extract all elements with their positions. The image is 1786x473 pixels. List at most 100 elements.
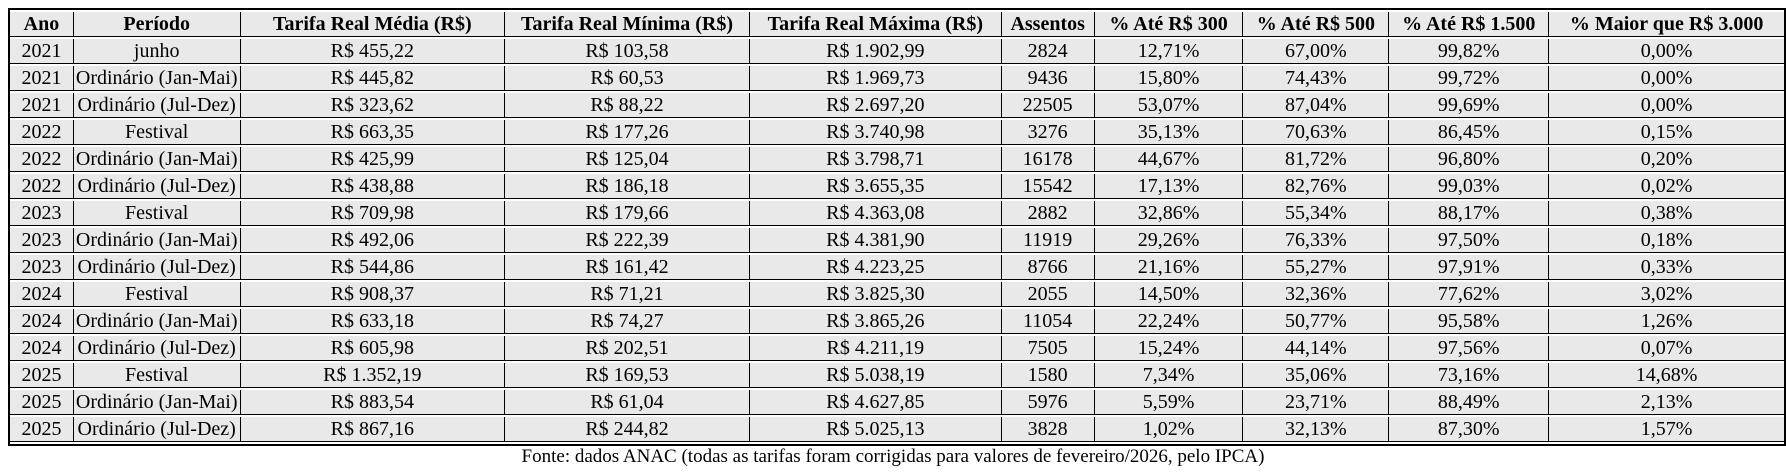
table-row: 2021 Ordinário (Jul-Dez) R$ 323,62 R$ 88,22… <box>10 93 1784 118</box>
table-cell: Ordinário (Jan-Mai) <box>73 390 241 415</box>
table-cell: 23,71% <box>1243 390 1390 415</box>
table-cell: R$ 323,62 <box>240 93 506 118</box>
table-cell: 2022 <box>10 147 74 172</box>
table-cell: Festival <box>73 120 241 145</box>
table-cell: 32,36% <box>1243 282 1390 307</box>
table-cell: 0,07% <box>1549 336 1784 361</box>
table-cell: 5976 <box>1001 390 1095 415</box>
column-header: Tarifa Real Máxima (R$) <box>749 12 1002 37</box>
table-cell: R$ 883,54 <box>240 390 506 415</box>
table-cell: R$ 709,98 <box>240 201 506 226</box>
table-cell: 0,00% <box>1549 93 1784 118</box>
table-cell: Ordinário (Jan-Mai) <box>73 228 241 253</box>
column-header: Ano <box>10 12 74 37</box>
column-header: % Até R$ 1.500 <box>1389 12 1550 37</box>
table-cell: 22505 <box>1001 93 1095 118</box>
table-cell: 14,50% <box>1094 282 1244 307</box>
table-cell: R$ 492,06 <box>240 228 506 253</box>
table-row: 2023 Festival R$ 709,98 R$ 179,66 R$ 4.363,0… <box>10 201 1784 226</box>
table-cell: 11919 <box>1001 228 1095 253</box>
table-cell: 0,20% <box>1549 147 1784 172</box>
table-cell: R$ 633,18 <box>240 309 506 334</box>
table-cell: 50,77% <box>1243 309 1390 334</box>
table-cell: R$ 3.740,98 <box>749 120 1002 145</box>
table-cell: 99,03% <box>1389 174 1550 199</box>
table-cell: R$ 202,51 <box>505 336 750 361</box>
column-header: Período <box>73 12 241 37</box>
table-cell: Ordinário (Jul-Dez) <box>73 255 241 280</box>
table-cell: R$ 1.352,19 <box>240 363 506 388</box>
table-cell: 5,59% <box>1094 390 1244 415</box>
table-cell: R$ 445,82 <box>240 66 506 91</box>
table-cell: R$ 663,35 <box>240 120 506 145</box>
table-row: 2021 Ordinário (Jan-Mai) R$ 445,82 R$ 60,53… <box>10 66 1784 91</box>
table-cell: R$ 438,88 <box>240 174 506 199</box>
table-cell: 2021 <box>10 66 74 91</box>
table-cell: 99,72% <box>1389 66 1550 91</box>
table-cell: R$ 161,42 <box>505 255 750 280</box>
table-cell: R$ 177,26 <box>505 120 750 145</box>
table-cell: R$ 455,22 <box>240 39 506 64</box>
table-cell: 11054 <box>1001 309 1095 334</box>
table-cell: 3276 <box>1001 120 1095 145</box>
table-cell: 44,67% <box>1094 147 1244 172</box>
table-cell: 44,14% <box>1243 336 1390 361</box>
table-cell: 87,30% <box>1389 417 1550 442</box>
table-cell: Ordinário (Jan-Mai) <box>73 309 241 334</box>
table-cell: 99,82% <box>1389 39 1550 64</box>
table-cell: 1580 <box>1001 363 1095 388</box>
table-cell: R$ 3.655,35 <box>749 174 1002 199</box>
table-cell: 2023 <box>10 201 74 226</box>
table-row: 2024 Festival R$ 908,37 R$ 71,21 R$ 3.825,30… <box>10 282 1784 307</box>
table-cell: Festival <box>73 363 241 388</box>
table-cell: 0,15% <box>1549 120 1784 145</box>
table-cell: 73,16% <box>1389 363 1550 388</box>
table-cell: R$ 125,04 <box>505 147 750 172</box>
table-cell: 97,91% <box>1389 255 1550 280</box>
table-cell: 22,24% <box>1094 309 1244 334</box>
airfare-table: Ano Período Tarifa Real Média (R$) Tarifa R… <box>8 8 1786 446</box>
table-cell: 53,07% <box>1094 93 1244 118</box>
table-cell: 99,69% <box>1389 93 1550 118</box>
table-cell: 17,13% <box>1094 174 1244 199</box>
table-cell: 15,24% <box>1094 336 1244 361</box>
table-cell: 0,33% <box>1549 255 1784 280</box>
table-cell: 81,72% <box>1243 147 1390 172</box>
table-cell: Ordinário (Jan-Mai) <box>73 147 241 172</box>
table-cell: 2824 <box>1001 39 1095 64</box>
table-cell: 55,34% <box>1243 201 1390 226</box>
table-cell: R$ 244,82 <box>505 417 750 442</box>
table-cell: 2025 <box>10 363 74 388</box>
table-cell: R$ 1.902,99 <box>749 39 1002 64</box>
table-cell: 97,50% <box>1389 228 1550 253</box>
table-cell: Ordinário (Jul-Dez) <box>73 174 241 199</box>
table-cell: 95,58% <box>1389 309 1550 334</box>
table-cell: 67,00% <box>1243 39 1390 64</box>
table-cell: R$ 3.798,71 <box>749 147 1002 172</box>
table-cell: 32,86% <box>1094 201 1244 226</box>
table-cell: R$ 103,58 <box>505 39 750 64</box>
column-header: Assentos <box>1001 12 1095 37</box>
table-cell: Ordinário (Jul-Dez) <box>73 417 241 442</box>
table-cell: 8766 <box>1001 255 1095 280</box>
table-cell: 2,13% <box>1549 390 1784 415</box>
table-cell: R$ 60,53 <box>505 66 750 91</box>
table-cell: 2025 <box>10 417 74 442</box>
table-cell: Ordinário (Jul-Dez) <box>73 93 241 118</box>
table-cell: R$ 71,21 <box>505 282 750 307</box>
table-cell: 2022 <box>10 174 74 199</box>
table-cell: 0,00% <box>1549 39 1784 64</box>
table-cell: Ordinário (Jul-Dez) <box>73 336 241 361</box>
table-cell: 35,06% <box>1243 363 1390 388</box>
table-cell: Festival <box>73 282 241 307</box>
table-cell: junho <box>73 39 241 64</box>
table-cell: R$ 605,98 <box>240 336 506 361</box>
table-cell: R$ 3.865,26 <box>749 309 1002 334</box>
table-cell: 3828 <box>1001 417 1095 442</box>
table-cell: 9436 <box>1001 66 1095 91</box>
table-cell: 88,49% <box>1389 390 1550 415</box>
table-cell: Ordinário (Jan-Mai) <box>73 66 241 91</box>
table-header: Ano Período Tarifa Real Média (R$) Tarifa R… <box>10 12 1784 37</box>
table-cell: R$ 61,04 <box>505 390 750 415</box>
table-body: 2021 junho R$ 455,22 R$ 103,58 R$ 1.902,99 28… <box>10 39 1784 442</box>
